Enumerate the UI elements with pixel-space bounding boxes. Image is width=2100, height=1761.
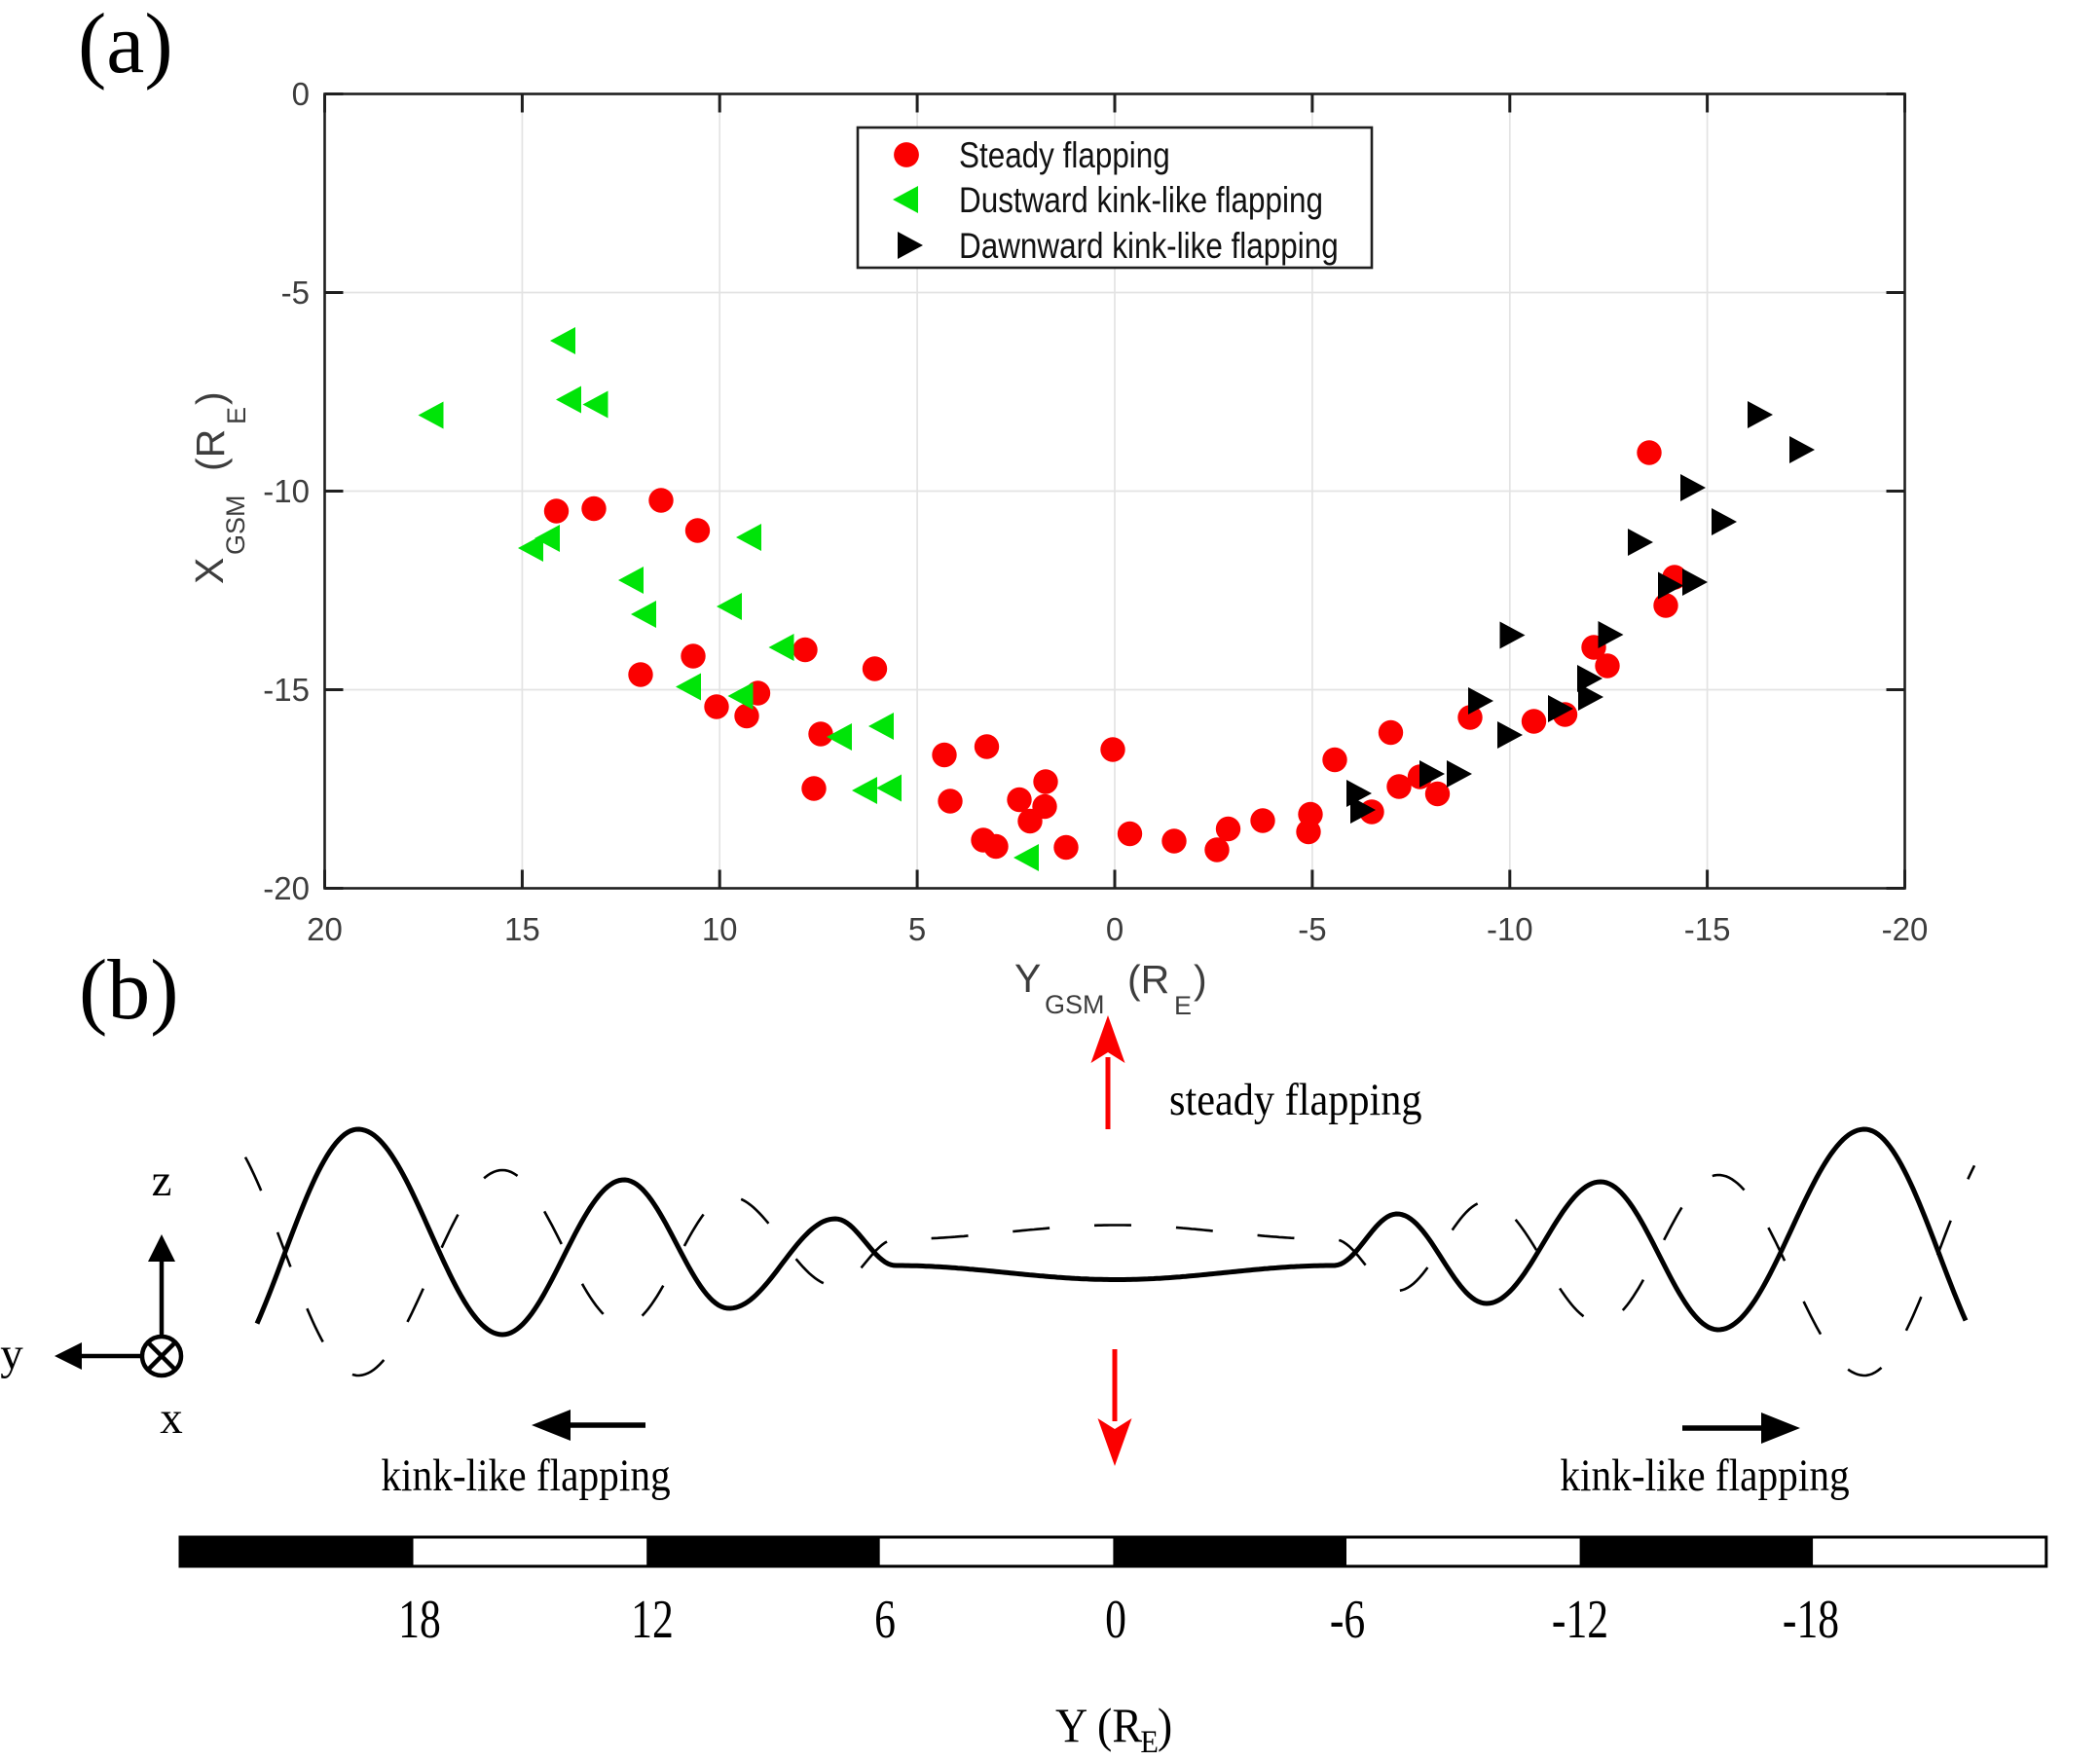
svg-text:): ) — [1158, 1699, 1172, 1752]
svg-text:(R: (R — [188, 429, 233, 471]
svg-text:-5: -5 — [1298, 911, 1326, 947]
svg-text:Dustward kink-like flapping: Dustward kink-like flapping — [959, 181, 1323, 221]
svg-text:y: y — [0, 1329, 23, 1379]
svg-text:-15: -15 — [1684, 911, 1731, 947]
svg-text:(b): (b) — [79, 943, 179, 1038]
svg-text:(R: (R — [1127, 957, 1169, 1002]
svg-text:E: E — [222, 407, 251, 424]
svg-text:10: 10 — [702, 911, 738, 947]
svg-text:Dawnward kink-like flapping: Dawnward kink-like flapping — [959, 227, 1339, 267]
svg-text:12: 12 — [631, 1589, 674, 1649]
svg-text:0: 0 — [1105, 1589, 1126, 1649]
svg-text:6: 6 — [874, 1589, 896, 1649]
svg-text:-20: -20 — [1882, 911, 1929, 947]
svg-text:x: x — [160, 1393, 183, 1444]
svg-text:-6: -6 — [1330, 1589, 1365, 1649]
svg-text:): ) — [188, 391, 233, 405]
svg-text:-5: -5 — [281, 275, 310, 311]
svg-text:kink-like flapping: kink-like flapping — [1560, 1450, 1849, 1501]
svg-text:Y (R: Y (R — [1055, 1699, 1142, 1752]
svg-text:20: 20 — [307, 911, 343, 947]
svg-text:-10: -10 — [1487, 911, 1533, 947]
svg-text:Y: Y — [1014, 956, 1041, 1001]
svg-text:-15: -15 — [263, 672, 310, 708]
svg-text:E: E — [1174, 991, 1192, 1020]
svg-text:18: 18 — [398, 1589, 441, 1649]
svg-text:-18: -18 — [1783, 1589, 1839, 1649]
svg-text:): ) — [1194, 957, 1207, 1002]
svg-text:GSM: GSM — [1045, 990, 1105, 1019]
svg-text:E: E — [1140, 1724, 1159, 1756]
svg-text:Steady flapping: Steady flapping — [959, 136, 1170, 176]
svg-text:-10: -10 — [263, 473, 310, 509]
svg-text:GSM: GSM — [221, 495, 250, 555]
svg-text:5: 5 — [908, 911, 926, 947]
svg-text:-12: -12 — [1552, 1589, 1608, 1649]
svg-text:z: z — [152, 1156, 172, 1206]
svg-text:X: X — [187, 558, 232, 584]
svg-text:-20: -20 — [263, 870, 310, 906]
svg-text:kink-like flapping: kink-like flapping — [381, 1450, 670, 1501]
svg-text:0: 0 — [1106, 911, 1124, 947]
svg-text:(a): (a) — [78, 0, 173, 92]
svg-text:steady flapping: steady flapping — [1169, 1074, 1422, 1125]
svg-text:15: 15 — [504, 911, 540, 947]
svg-text:0: 0 — [292, 76, 310, 112]
